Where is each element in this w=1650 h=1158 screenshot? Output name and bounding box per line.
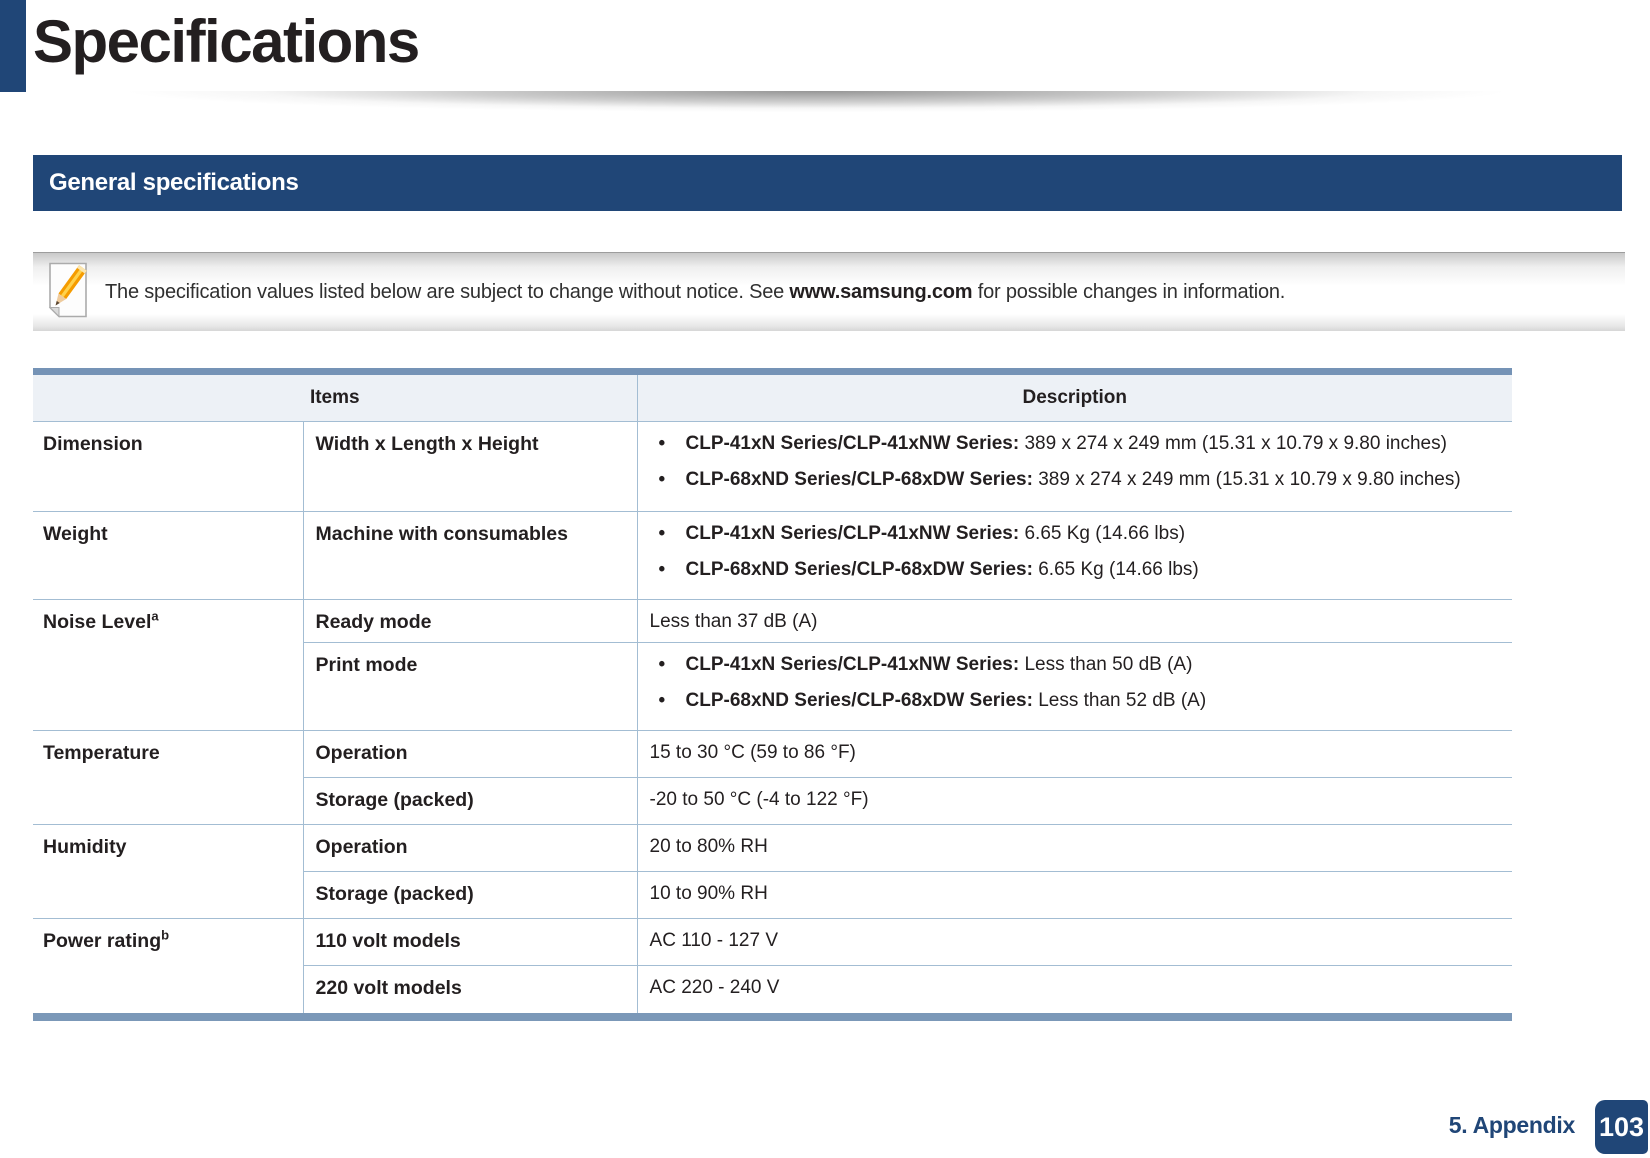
- spec-value: 389 x 274 x 249 mm (15.31 x 10.79 x 9.80…: [1019, 433, 1447, 454]
- spec-item-cell: Power ratingb: [33, 918, 304, 1013]
- spec-value: Less than 50 dB (A): [1019, 654, 1193, 675]
- general-specifications-table: Items Description Dimension Width x Leng…: [33, 368, 1512, 1021]
- footnote-marker: a: [151, 608, 159, 624]
- table-row: Weight Machine with consumables CLP-41xN…: [33, 511, 1512, 600]
- spec-value: 15 to 30 °C (59 to 86 °F): [649, 742, 856, 763]
- spec-value: 20 to 80% RH: [649, 836, 768, 857]
- spec-item-label: Temperature: [43, 742, 160, 764]
- spec-sublabel-cell: Width x Length x Height: [303, 421, 638, 512]
- title-accent-bar: [0, 0, 26, 92]
- spec-sublabel-cell: Storage (packed): [303, 871, 638, 919]
- table-bottom-bar: [33, 1012, 1512, 1021]
- title-shadow-swoosh: [36, 91, 1596, 117]
- spec-description-cell: CLP-41xN Series/CLP-41xNW Series: Less t…: [637, 642, 1512, 731]
- table-header-items: Items: [33, 375, 638, 422]
- spec-item-cell: Weight: [33, 511, 304, 600]
- spec-item-label: Humidity: [43, 836, 127, 858]
- spec-item-cell: Temperature: [33, 730, 304, 825]
- table-subrow: Storage (packed) -20 to 50 °C (-4 to 122…: [33, 777, 1512, 825]
- spec-sublabel-cell: Machine with consumables: [303, 511, 638, 600]
- spec-sublabel-cell: Operation: [303, 730, 638, 778]
- page-number-badge: 103: [1595, 1100, 1648, 1154]
- table-subrow: Storage (packed) 10 to 90% RH: [33, 871, 1512, 919]
- page-title: Specifications: [33, 8, 420, 75]
- spec-description-cell: CLP-41xN Series/CLP-41xNW Series: 6.65 K…: [637, 511, 1512, 600]
- spec-value: Less than 37 dB (A): [649, 611, 818, 632]
- table-row: Noise Levela Ready mode Less than 37 dB …: [33, 599, 1512, 731]
- note-pencil-icon: [47, 262, 89, 323]
- footer-chapter: 5. Appendix: [1448, 1112, 1576, 1138]
- spec-value: AC 110 - 127 V: [649, 930, 779, 951]
- note-text: The specification values listed below ar…: [105, 281, 1285, 304]
- spec-description-cell: 10 to 90% RH: [637, 871, 1512, 919]
- spec-sublabel-cell: Operation: [303, 824, 638, 872]
- model-series-label: CLP-41xN Series/CLP-41xNW Series:: [685, 523, 1020, 544]
- spec-sublabel-cell: Ready mode: [303, 599, 638, 643]
- table-header-row: Items Description: [33, 375, 1512, 422]
- spec-value: Less than 52 dB (A): [1032, 690, 1207, 711]
- table-header-description: Description: [637, 375, 1512, 422]
- spec-value: -20 to 50 °C (-4 to 122 °F): [649, 789, 869, 810]
- spec-bullet-item: CLP-41xN Series/CLP-41xNW Series: Less t…: [650, 652, 1511, 678]
- spec-sublabel-cell: 220 volt models: [303, 965, 638, 1013]
- spec-bullet-item: CLP-41xN Series/CLP-41xNW Series: 6.65 K…: [650, 521, 1511, 547]
- spec-value: 6.65 Kg (14.66 lbs): [1019, 523, 1186, 544]
- spec-bullet-item: CLP-68xND Series/CLP-68xDW Series: 389 x…: [650, 467, 1511, 493]
- note-text-before: The specification values listed below ar…: [105, 280, 790, 303]
- spec-value: 10 to 90% RH: [649, 883, 768, 904]
- spec-item-label: Noise Level: [43, 611, 152, 633]
- spec-sublabel-cell: Print mode: [303, 642, 638, 731]
- table-row: Humidity Operation 20 to 80% RH: [33, 824, 1512, 919]
- model-series-label: CLP-68xND Series/CLP-68xDW Series:: [685, 469, 1033, 490]
- note-samsung-url: www.samsung.com: [789, 280, 973, 303]
- spec-description-cell: -20 to 50 °C (-4 to 122 °F): [637, 777, 1512, 825]
- spec-bullet-item: CLP-68xND Series/CLP-68xDW Series: 6.65 …: [650, 557, 1511, 583]
- model-series-label: CLP-68xND Series/CLP-68xDW Series:: [685, 690, 1033, 711]
- spec-item-cell: Humidity: [33, 824, 304, 919]
- spec-description-cell: 20 to 80% RH: [637, 824, 1512, 872]
- spec-description-cell: CLP-41xN Series/CLP-41xNW Series: 389 x …: [637, 421, 1512, 512]
- footnote-marker: b: [161, 927, 170, 943]
- spec-item-label: Power rating: [43, 930, 162, 952]
- spec-description-cell: AC 110 - 127 V: [637, 918, 1512, 966]
- spec-item-label: Dimension: [43, 433, 143, 455]
- table-row: Dimension Width x Length x Height CLP-41…: [33, 421, 1512, 512]
- note-box: The specification values listed below ar…: [33, 252, 1625, 331]
- spec-description-cell: Less than 37 dB (A): [637, 599, 1512, 643]
- section-header-label: General specifications: [49, 169, 299, 196]
- spec-value: 6.65 Kg (14.66 lbs): [1032, 559, 1199, 580]
- spec-item-cell: Dimension: [33, 421, 304, 512]
- table-top-bar: [33, 368, 1512, 375]
- section-header-bar: General specifications: [33, 155, 1622, 211]
- spec-table: Items Description Dimension Width x Leng…: [33, 375, 1512, 1013]
- spec-sublabel-cell: Storage (packed): [303, 777, 638, 825]
- spec-item-label: Weight: [43, 523, 108, 545]
- spec-bullet-item: CLP-41xN Series/CLP-41xNW Series: 389 x …: [650, 431, 1511, 457]
- note-text-after: for possible changes in information.: [972, 280, 1286, 303]
- spec-description-cell: 15 to 30 °C (59 to 86 °F): [637, 730, 1512, 778]
- spec-item-cell: Noise Levela: [33, 599, 304, 731]
- model-series-label: CLP-68xND Series/CLP-68xDW Series:: [685, 559, 1033, 580]
- spec-value: 389 x 274 x 249 mm (15.31 x 10.79 x 9.80…: [1032, 469, 1461, 490]
- spec-description-cell: AC 220 - 240 V: [637, 965, 1512, 1013]
- spec-value: AC 220 - 240 V: [649, 977, 780, 998]
- model-series-label: CLP-41xN Series/CLP-41xNW Series:: [685, 654, 1020, 675]
- table-subrow: Print mode CLP-41xN Series/CLP-41xNW Ser…: [33, 642, 1512, 731]
- table-row: Power ratingb 110 volt models AC 110 - 1…: [33, 918, 1512, 1013]
- table-row: Temperature Operation 15 to 30 °C (59 to…: [33, 730, 1512, 825]
- spec-bullet-item: CLP-68xND Series/CLP-68xDW Series: Less …: [650, 688, 1511, 714]
- model-series-label: CLP-41xN Series/CLP-41xNW Series:: [685, 433, 1020, 454]
- table-subrow: 220 volt models AC 220 - 240 V: [33, 965, 1512, 1013]
- spec-sublabel-cell: 110 volt models: [303, 918, 638, 966]
